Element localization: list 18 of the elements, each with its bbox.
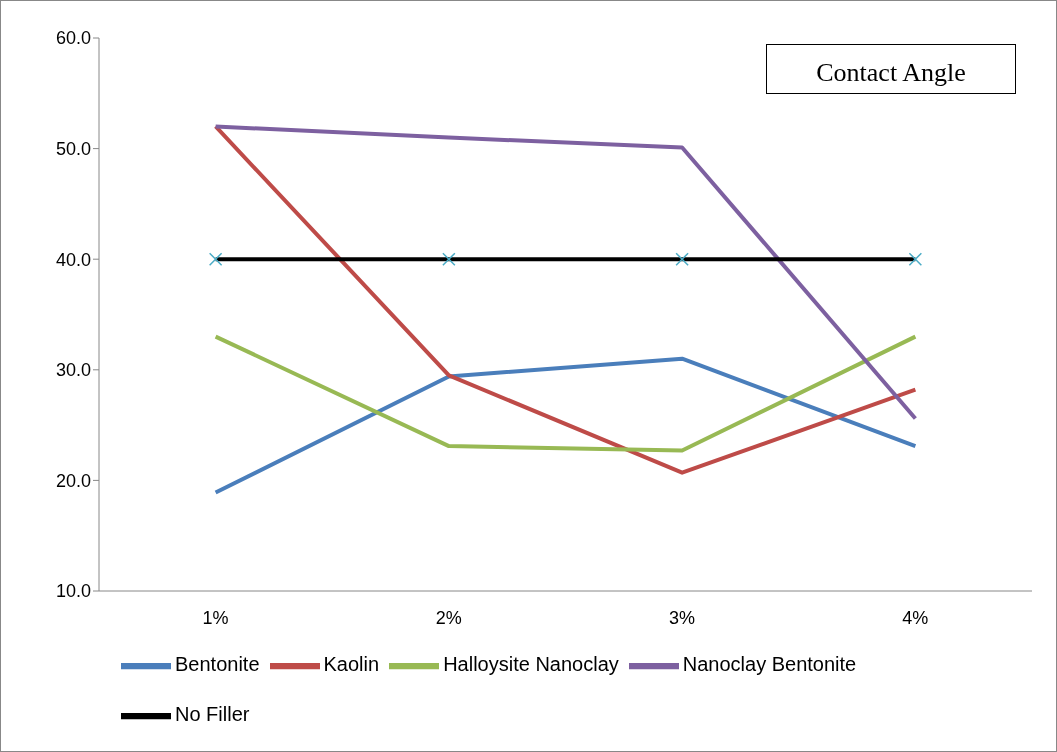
legend-label: Halloysite Nanoclay <box>443 653 619 676</box>
legend-label: Nanoclay Bentonite <box>682 653 857 676</box>
y-tick-label: 10.0 <box>55 581 91 602</box>
legend-label: Kaolin <box>323 653 380 676</box>
x-tick-label: 4% <box>902 607 929 628</box>
y-tick-label: 30.0 <box>55 360 91 381</box>
y-tick-label: 50.0 <box>55 138 91 159</box>
y-tick-label: 40.0 <box>55 249 91 270</box>
y-tick-label: 60.0 <box>55 28 91 49</box>
x-tick-label: 3% <box>669 607 696 628</box>
line-series <box>213 124 918 421</box>
legend-label: No Filler <box>175 703 250 726</box>
line-series <box>213 356 918 495</box>
x-tick-label: 1% <box>202 607 229 628</box>
y-tick-label: 20.0 <box>55 470 91 491</box>
legend-label: Bentonite <box>175 653 260 676</box>
line-series <box>213 124 918 475</box>
x-tick-label: 2% <box>435 607 462 628</box>
